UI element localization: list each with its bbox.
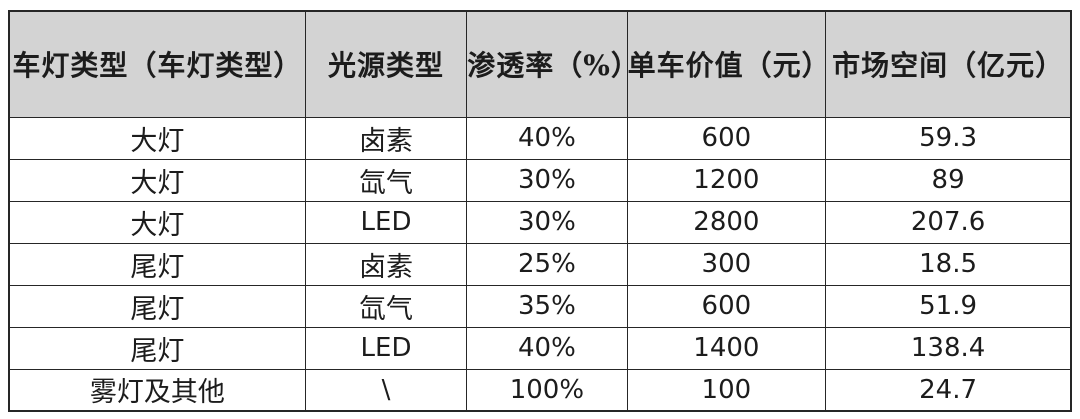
table-cell: 30% [466, 200, 628, 244]
table-cell: 89 [825, 158, 1072, 202]
table-cell: 1200 [626, 158, 827, 202]
column-header-market-space: 市场空间（亿元） [825, 10, 1072, 118]
table-cell: 尾灯 [8, 242, 306, 286]
table-cell: 尾灯 [8, 284, 306, 328]
table-row: 尾灯 卤素 25% 300 18.5 [8, 242, 1072, 286]
table-cell: 2800 [626, 200, 827, 244]
table-cell: \ [304, 368, 468, 412]
table-cell: 25% [466, 242, 628, 286]
table-cell: 600 [626, 116, 827, 160]
table-cell: 18.5 [825, 242, 1072, 286]
table-cell: 卤素 [304, 116, 468, 160]
table-row: 大灯 氙气 30% 1200 89 [8, 158, 1072, 202]
table-cell: 51.9 [825, 284, 1072, 328]
table-cell: 35% [466, 284, 628, 328]
table-row: 尾灯 LED 40% 1400 138.4 [8, 326, 1072, 370]
table-cell: 1400 [626, 326, 827, 370]
table-cell: 氙气 [304, 158, 468, 202]
table-cell: 尾灯 [8, 326, 306, 370]
table-cell: 300 [626, 242, 827, 286]
table-cell: 40% [466, 326, 628, 370]
table-row: 大灯 LED 30% 2800 207.6 [8, 200, 1072, 244]
table-row: 大灯 卤素 40% 600 59.3 [8, 116, 1072, 160]
table-cell: 600 [626, 284, 827, 328]
table-cell: LED [304, 326, 468, 370]
table-cell: 卤素 [304, 242, 468, 286]
table-cell: LED [304, 200, 468, 244]
table-cell: 24.7 [825, 368, 1072, 412]
table-cell: 雾灯及其他 [8, 368, 306, 412]
table-cell: 大灯 [8, 116, 306, 160]
table-cell: 207.6 [825, 200, 1072, 244]
table-cell: 大灯 [8, 158, 306, 202]
table-cell: 30% [466, 158, 628, 202]
column-header-penetration: 渗透率（%） [466, 10, 628, 118]
table-row: 尾灯 氙气 35% 600 51.9 [8, 284, 1072, 328]
header-row: 车灯类型（车灯类型） 光源类型 渗透率（%） 单车价值（元） 市场空间（亿元） [8, 10, 1072, 118]
table-cell: 大灯 [8, 200, 306, 244]
table-cell: 氙气 [304, 284, 468, 328]
table-cell: 100% [466, 368, 628, 412]
car-lamp-market-table: 车灯类型（车灯类型） 光源类型 渗透率（%） 单车价值（元） 市场空间（亿元） … [8, 10, 1072, 412]
table-row: 雾灯及其他 \ 100% 100 24.7 [8, 368, 1072, 412]
column-header-value-per-car: 单车价值（元） [626, 10, 827, 118]
column-header-lamp-type: 车灯类型（车灯类型） [8, 10, 306, 118]
car-lamp-market-table-container: 车灯类型（车灯类型） 光源类型 渗透率（%） 单车价值（元） 市场空间（亿元） … [8, 10, 1072, 412]
table-cell: 100 [626, 368, 827, 412]
table-cell: 59.3 [825, 116, 1072, 160]
table-cell: 40% [466, 116, 628, 160]
table-cell: 138.4 [825, 326, 1072, 370]
column-header-light-source: 光源类型 [304, 10, 468, 118]
